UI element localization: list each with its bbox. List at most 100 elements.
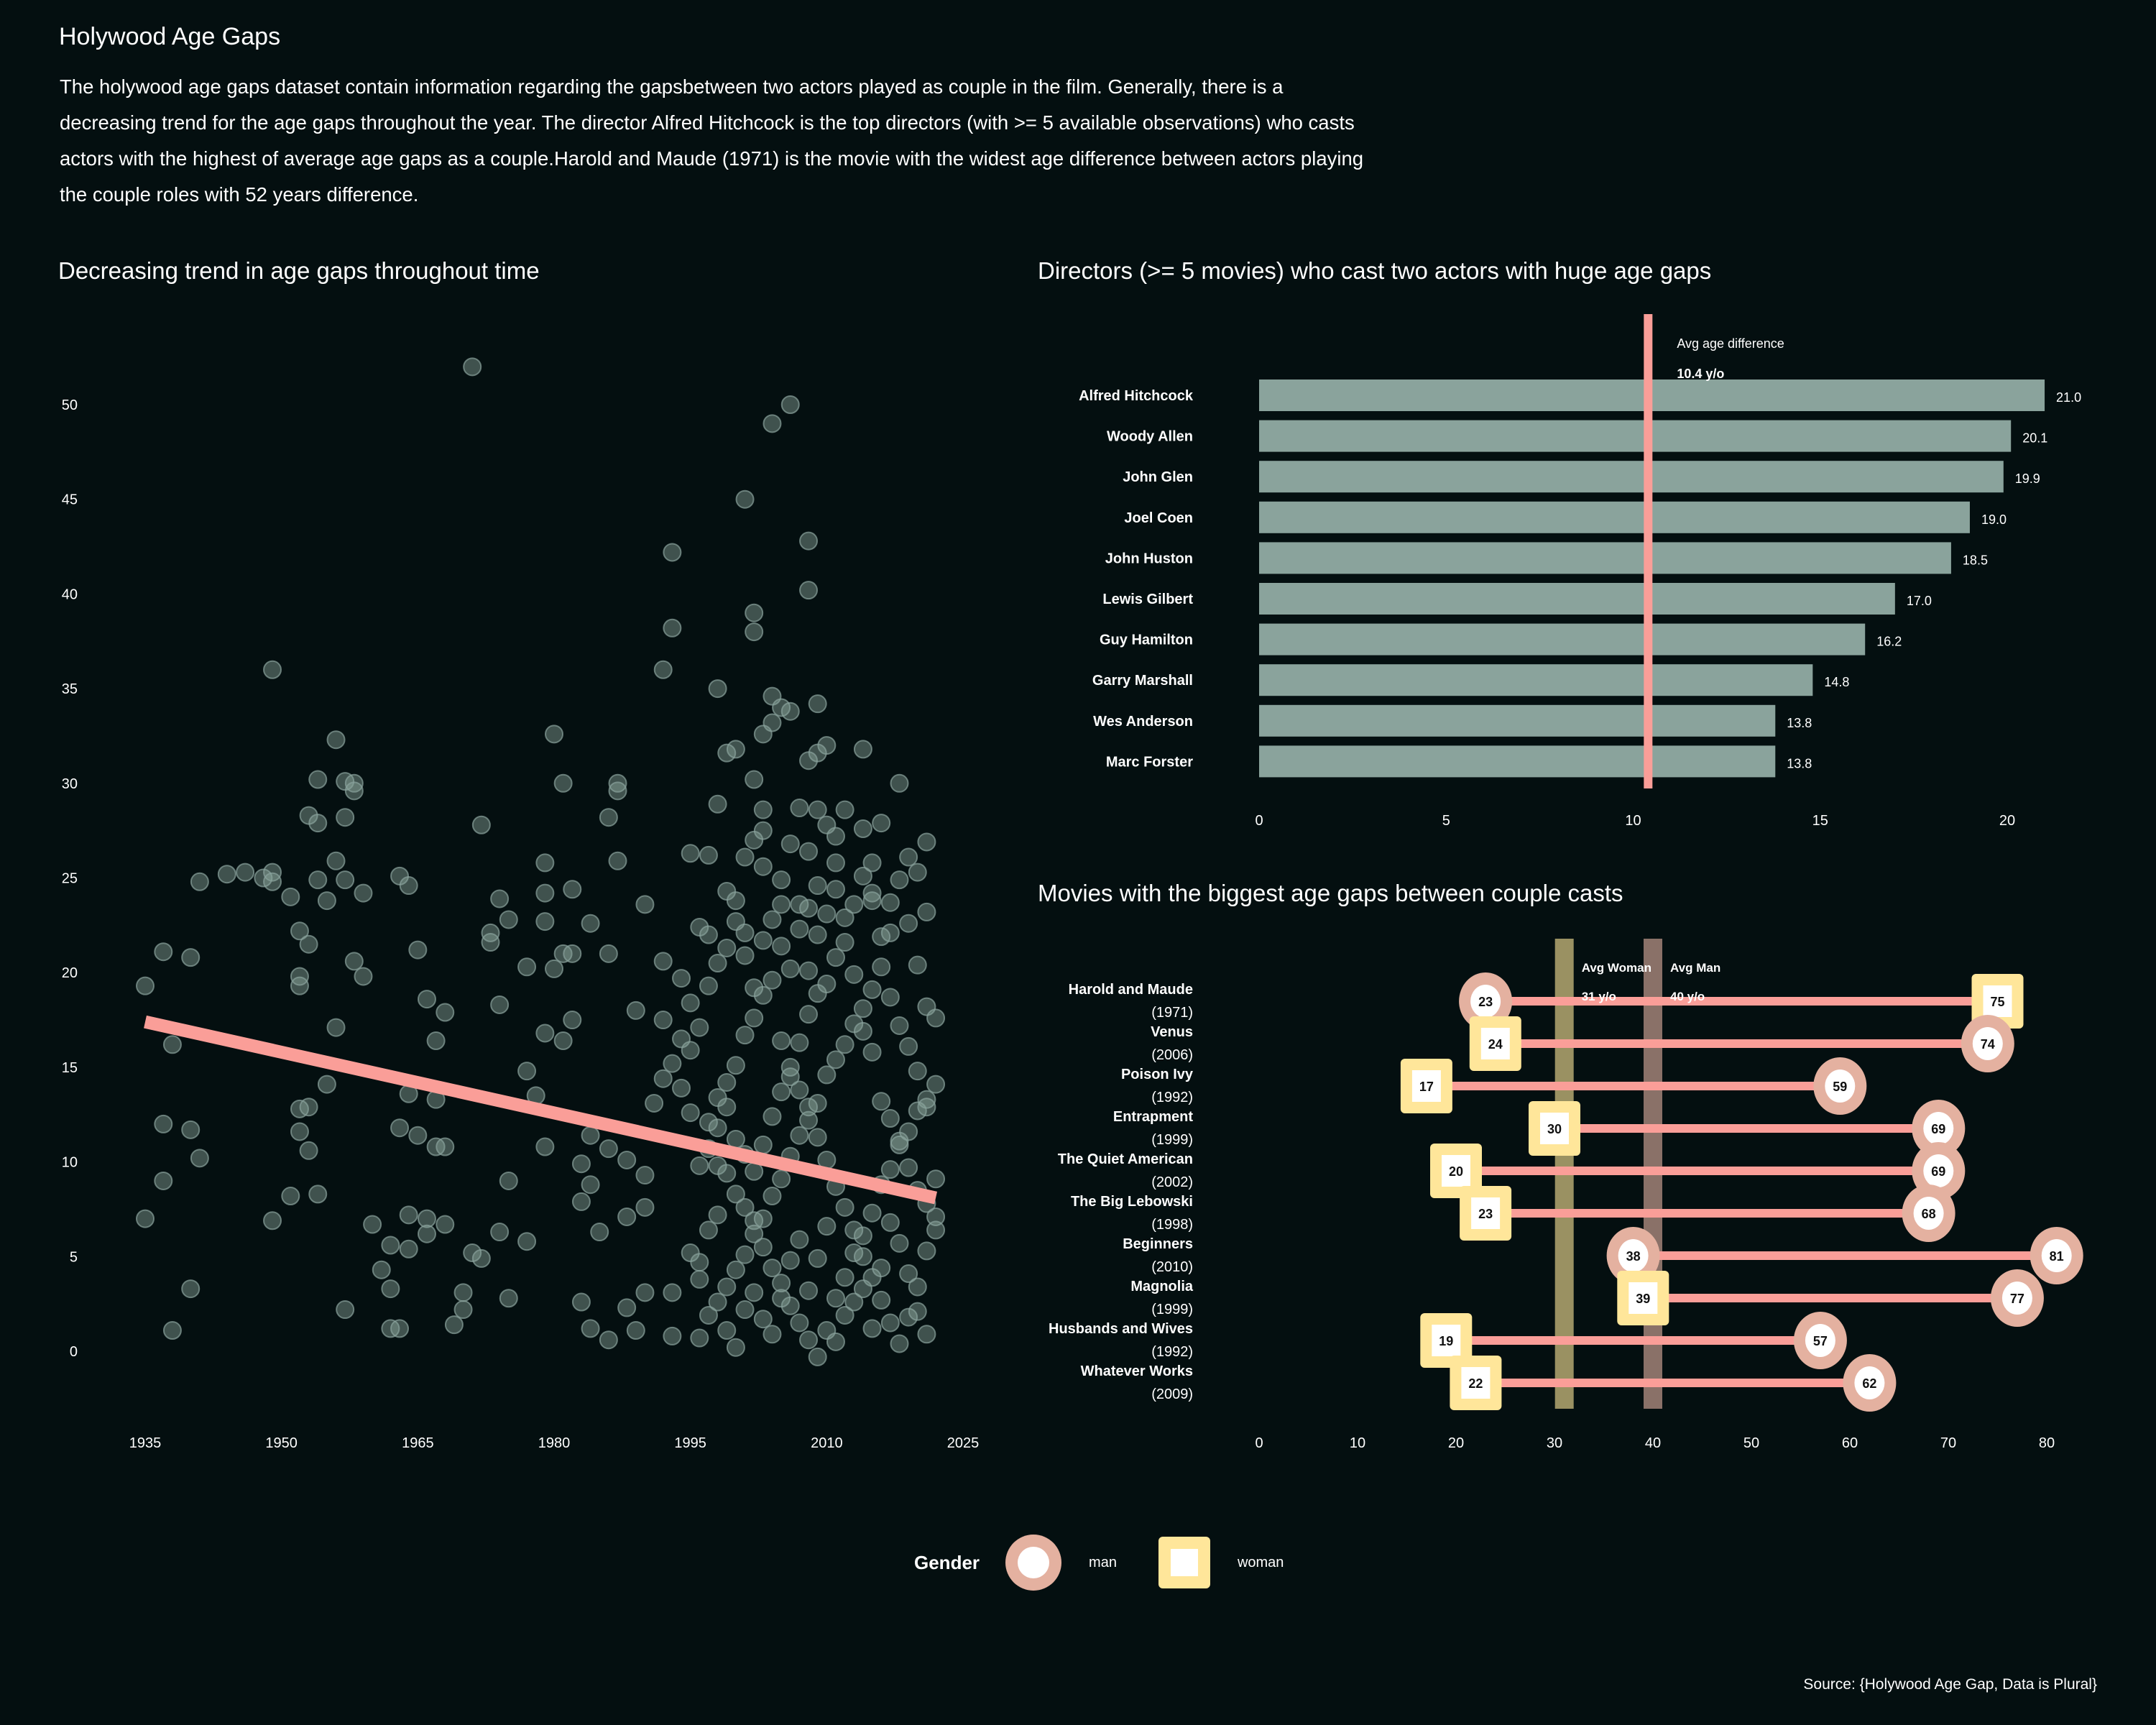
data-point: [726, 912, 745, 932]
data-point: [599, 944, 618, 963]
data-point: [344, 773, 364, 793]
data-point: [735, 946, 755, 965]
data-point: [835, 800, 854, 819]
data-point: [780, 1251, 800, 1270]
data-point: [844, 1243, 864, 1263]
y-tick-label: 30: [62, 776, 78, 792]
data-point: [844, 1292, 864, 1312]
x-tick-label: 1950: [265, 1435, 298, 1451]
movie-title-label: Whatever Works: [1081, 1363, 1193, 1379]
data-point: [571, 1192, 591, 1211]
data-point: [880, 988, 900, 1007]
actor-age-label: 77: [2010, 1292, 2024, 1306]
data-point: [399, 1239, 418, 1259]
data-point: [763, 1325, 782, 1344]
data-point: [780, 959, 800, 978]
data-point: [835, 1035, 854, 1054]
data-point: [436, 1137, 455, 1156]
data-point: [408, 1126, 428, 1145]
man-marker-inner: [1825, 1070, 1856, 1103]
bar-value-label: 13.8: [1787, 756, 1812, 770]
data-point: [926, 1008, 946, 1028]
actor-age-label: 74: [1981, 1037, 1995, 1052]
x-tick-label: 30: [1547, 1435, 1562, 1451]
data-point: [745, 1008, 764, 1028]
data-point: [672, 1078, 691, 1098]
data-point: [263, 872, 282, 891]
data-point: [690, 1328, 709, 1348]
data-point: [463, 357, 482, 377]
data-point: [408, 940, 428, 960]
data-point: [908, 1277, 927, 1297]
data-point: [499, 910, 518, 929]
data-point: [236, 862, 255, 882]
data-point: [326, 730, 346, 750]
actor-age-label: 19: [1439, 1334, 1453, 1348]
data-point: [545, 959, 563, 978]
x-tick-label: 1935: [129, 1435, 162, 1451]
bar-value-label: 19.9: [2015, 472, 2040, 486]
data-point: [908, 1302, 927, 1321]
y-tick-label: 20: [62, 965, 78, 981]
data-point: [317, 891, 336, 911]
data-point: [799, 1098, 819, 1117]
movie-year-label: (1998): [1151, 1217, 1193, 1233]
data-point: [535, 853, 555, 873]
bar-category-label: Garry Marshall: [1092, 673, 1193, 689]
data-point: [853, 740, 872, 759]
actor-age-label: 81: [2050, 1249, 2064, 1264]
data-point: [872, 1092, 891, 1111]
data-point: [326, 1018, 346, 1037]
data-point: [672, 969, 691, 988]
legend-woman-label: woman: [1237, 1554, 1284, 1570]
data-point: [862, 1042, 882, 1062]
data-point: [772, 1031, 791, 1051]
data-point: [799, 751, 819, 770]
movie-year-label: (2010): [1151, 1259, 1193, 1275]
data-point: [344, 781, 364, 801]
data-point: [853, 866, 872, 886]
data-point: [899, 1036, 918, 1056]
data-point: [490, 889, 510, 908]
data-point: [290, 976, 309, 995]
data-point: [844, 895, 864, 914]
movies-chart-title: Movies with the biggest age gaps between…: [1038, 880, 1623, 906]
data-point: [917, 1098, 936, 1117]
data-point: [844, 965, 864, 984]
data-point: [136, 976, 155, 995]
data-point: [717, 743, 737, 763]
data-point: [663, 543, 682, 562]
data-point: [799, 1005, 819, 1024]
data-point: [254, 868, 273, 888]
data-point: [817, 815, 837, 834]
data-point: [635, 895, 655, 914]
woman-marker-inner: [1411, 1070, 1441, 1102]
data-point: [390, 1319, 410, 1338]
man-marker-inner: [1923, 1112, 1954, 1145]
data-point: [753, 857, 773, 876]
y-tick-label: 15: [62, 1060, 78, 1076]
actor-age-label: 57: [1813, 1334, 1828, 1348]
data-point: [790, 1080, 809, 1100]
data-point: [917, 1241, 936, 1261]
data-point: [417, 990, 436, 1009]
data-point: [417, 1209, 436, 1228]
legend-man-icon: [1005, 1535, 1062, 1591]
data-point: [699, 1220, 718, 1240]
average-woman-label: Avg Woman: [1582, 961, 1651, 975]
bar-value-label: 13.8: [1787, 716, 1812, 730]
data-point: [862, 891, 882, 911]
legend-woman-icon: [1158, 1537, 1210, 1588]
data-point: [281, 1187, 300, 1206]
data-point: [872, 957, 891, 977]
data-point: [872, 927, 891, 947]
data-point: [381, 1236, 400, 1255]
data-point: [826, 948, 845, 967]
data-point: [308, 770, 328, 789]
data-point: [517, 1232, 537, 1251]
x-tick-label: 10: [1350, 1435, 1365, 1451]
data-point: [263, 862, 282, 882]
data-point: [917, 1325, 936, 1344]
average-woman-value: 31 y/o: [1582, 990, 1616, 1003]
data-point: [826, 1332, 845, 1351]
